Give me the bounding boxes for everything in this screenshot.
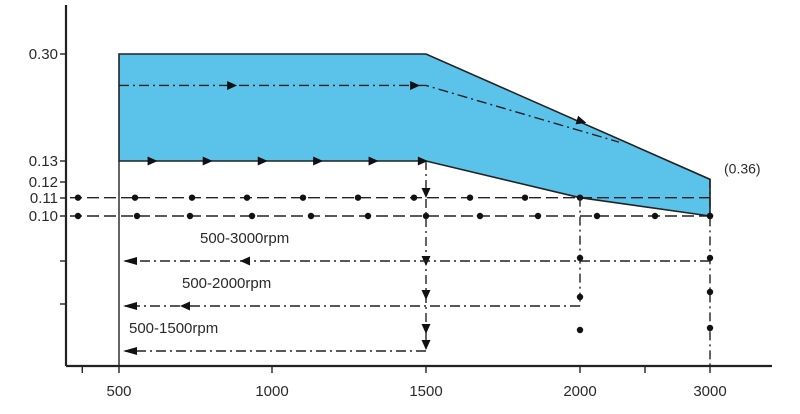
y-tick-label: 0.11 xyxy=(30,190,58,207)
reference-marker xyxy=(299,194,307,201)
reference-marker xyxy=(521,194,529,201)
reference-marker xyxy=(534,212,542,220)
inner-path-arrow xyxy=(227,80,238,90)
x-tick-label: 3000 xyxy=(693,383,726,400)
drop-line-marker xyxy=(576,254,584,262)
reference-marker xyxy=(74,212,82,220)
reference-marker xyxy=(188,194,196,201)
reference-marker xyxy=(651,212,659,220)
reference-marker xyxy=(476,212,484,220)
lower-boundary-arrow xyxy=(257,156,268,166)
reference-marker xyxy=(354,194,362,201)
y-tick-label: 0.12 xyxy=(29,174,58,191)
drop-line-arrow xyxy=(421,340,431,350)
operating-region xyxy=(118,53,711,217)
y-tick-label: 0.13 xyxy=(29,153,58,170)
drop-line-arrow xyxy=(421,290,431,300)
inner-speed-path xyxy=(119,84,620,143)
reference-marker xyxy=(466,194,474,201)
drop-line-arrow xyxy=(421,188,431,198)
reference-marker xyxy=(186,212,194,220)
lower-boundary-arrow xyxy=(313,156,324,166)
x-tick-label: 500 xyxy=(106,383,131,400)
drop-line-marker xyxy=(706,254,714,262)
drop-line-marker xyxy=(576,326,584,334)
reference-marker xyxy=(364,212,372,220)
corner-annotation: (0.36) xyxy=(724,160,761,176)
lower-boundary-arrow xyxy=(147,156,158,166)
drop-line-marker xyxy=(706,324,714,332)
rpm-range-arrow-head xyxy=(180,301,190,311)
x-tick-label: 1500 xyxy=(409,383,442,400)
x-tick-label: 2000 xyxy=(563,383,596,400)
x-tick-label: 1000 xyxy=(255,383,288,400)
lower-boundary-arrow xyxy=(368,156,379,166)
reference-marker xyxy=(243,194,251,201)
rpm-range-arrow-head xyxy=(240,256,250,266)
reference-marker xyxy=(248,212,256,220)
inner-path-arrow xyxy=(575,115,587,125)
reference-marker xyxy=(307,212,315,220)
drop-line-arrow xyxy=(421,324,431,334)
y-tick-label: 0.10 xyxy=(29,208,58,225)
reference-marker xyxy=(131,194,139,201)
reference-marker xyxy=(74,194,82,201)
reference-marker xyxy=(410,194,418,201)
reference-marker xyxy=(593,212,601,220)
drop-line-marker xyxy=(706,288,714,296)
inner-path-arrow xyxy=(410,80,421,90)
lower-boundary-arrow xyxy=(202,156,213,166)
reference-marker xyxy=(422,212,430,220)
lower-boundary-arrow xyxy=(417,156,428,166)
rpm-range-label: 500-3000rpm xyxy=(200,230,289,247)
y-tick-label: 0.30 xyxy=(29,46,58,63)
rpm-range-label: 500-1500rpm xyxy=(129,320,218,337)
reference-marker xyxy=(133,212,141,220)
rpm-range-label: 500-2000rpm xyxy=(182,275,271,292)
drop-line-marker xyxy=(706,212,714,220)
drop-line-marker xyxy=(576,293,584,301)
